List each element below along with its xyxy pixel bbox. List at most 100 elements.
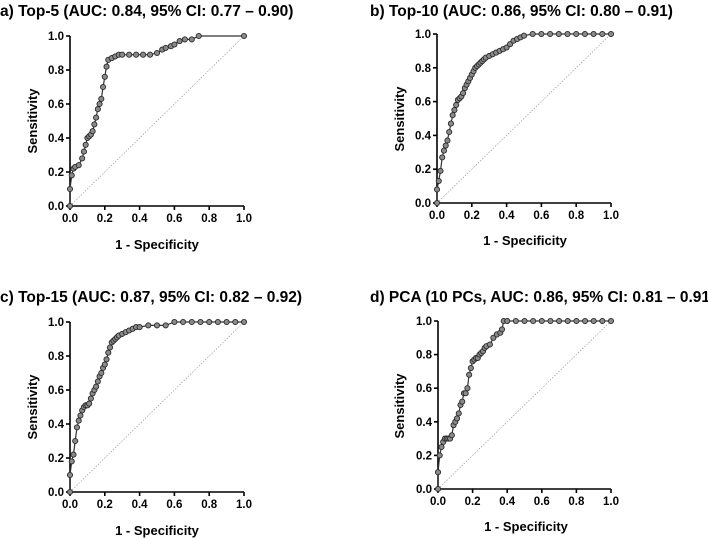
- roc-point: [93, 114, 100, 121]
- panel-a: a) Top-5 (AUC: 0.84, 95% CI: 0.77 – 0.90…: [0, 3, 293, 252]
- roc-point: [436, 452, 443, 459]
- roc-point: [75, 162, 82, 169]
- panel-b-plot: 0.0 0.2 0.4 0.6 0.8 1.0 0.0 0.2 0.4 0.6 0.8 1.0: [415, 29, 619, 222]
- roc-point: [162, 322, 169, 329]
- y-tick-label: 0.6: [48, 99, 64, 111]
- roc-point: [440, 147, 448, 154]
- roc-point: [556, 317, 563, 325]
- roc-point: [153, 322, 161, 329]
- roc-point: [79, 155, 86, 162]
- y-tick-label: 0.4: [416, 417, 433, 429]
- reference-diagonal: [437, 320, 612, 490]
- roc-point: [438, 443, 445, 451]
- roc-point: [180, 318, 187, 326]
- y-tick-label: 1.0: [48, 31, 64, 43]
- roc-point: [188, 318, 195, 326]
- roc-point: [206, 318, 213, 326]
- roc-point: [153, 49, 161, 57]
- roc-point: [145, 322, 152, 329]
- roc-point: [434, 469, 442, 476]
- roc-point: [521, 317, 528, 325]
- y-tick-label: 0.2: [48, 167, 64, 179]
- roc-point: [68, 458, 75, 465]
- roc-point: [448, 432, 455, 439]
- roc-point: [89, 128, 96, 135]
- roc-point: [188, 36, 195, 43]
- roc-point: [459, 398, 466, 405]
- roc-point: [146, 51, 154, 58]
- roc-point: [590, 30, 597, 38]
- roc-point: [599, 317, 606, 325]
- reference-diagonal: [436, 33, 612, 204]
- roc-point: [607, 317, 615, 325]
- x-tick-label: 0.8: [201, 499, 218, 511]
- roc-point: [86, 400, 93, 407]
- roc-point: [101, 361, 108, 368]
- panel-c-title: c) Top-15 (AUC: 0.87, 95% CI: 0.82 – 0.9…: [0, 289, 302, 306]
- roc-point: [72, 437, 79, 445]
- roc-point: [512, 317, 519, 325]
- roc-point: [232, 318, 239, 326]
- x-tick-label: 0.4: [132, 213, 149, 225]
- roc-point: [176, 38, 183, 45]
- roc-point: [464, 385, 471, 392]
- roc-point: [77, 412, 84, 419]
- y-tick-label: 0.0: [416, 484, 432, 496]
- y-tick-label: 0.6: [416, 383, 432, 395]
- roc-point: [455, 410, 462, 417]
- roc-point: [590, 317, 597, 325]
- roc-point: [439, 154, 446, 161]
- roc-point: [547, 317, 554, 325]
- roc-point: [94, 378, 101, 385]
- x-tick-label: 0.6: [166, 499, 182, 511]
- roc-point: [433, 199, 441, 207]
- roc-point: [101, 73, 108, 80]
- roc-point: [444, 137, 451, 144]
- roc-point: [66, 488, 74, 496]
- x-tick-label: 0.8: [568, 496, 585, 508]
- panel-a-plot: 0.0 0.2 0.4 0.6 0.8 1.0 0.0 0.2 0.4 0.6 0.8 1.0: [48, 31, 252, 225]
- roc-point: [447, 120, 454, 127]
- roc-point: [486, 341, 493, 348]
- roc-point: [520, 32, 528, 39]
- y-tick-label: 0.6: [48, 385, 64, 397]
- roc-point: [66, 185, 74, 193]
- roc-point: [91, 121, 98, 128]
- panel-a-ylabel: Sensitivity: [25, 88, 40, 154]
- roc-point: [462, 390, 469, 397]
- roc-point: [573, 30, 580, 38]
- roc-point: [504, 317, 511, 325]
- roc-point: [433, 186, 441, 193]
- x-tick-label: 0.0: [62, 499, 78, 511]
- y-tick-label: 0.2: [415, 164, 431, 176]
- y-tick-label: 0.2: [416, 450, 432, 462]
- roc-point: [75, 417, 82, 424]
- y-tick-label: 0.2: [48, 453, 64, 465]
- roc-point: [181, 36, 188, 43]
- roc-point: [82, 141, 89, 148]
- roc-point: [119, 51, 126, 58]
- roc-point: [66, 202, 74, 210]
- panel-d-plot: 0.0 0.2 0.4 0.6 0.8 1.0 0.0 0.2 0.4 0.6 0.8 1.0: [416, 316, 619, 508]
- x-tick-label: 0.2: [464, 210, 480, 222]
- x-tick-label: 0.4: [499, 210, 516, 222]
- y-tick-label: 1.0: [48, 317, 64, 329]
- roc-point: [214, 318, 221, 326]
- x-tick-label: 0.6: [534, 496, 550, 508]
- panel-d-title: d) PCA (10 PCs, AUC: 0.86, 95% CI: 0.81 …: [370, 289, 708, 306]
- y-tick-label: 0.0: [48, 201, 64, 213]
- roc-point: [530, 317, 537, 325]
- y-tick-label: 0.0: [48, 487, 64, 499]
- y-tick-label: 0.4: [48, 133, 65, 145]
- roc-point: [442, 142, 449, 149]
- x-tick-label: 0.2: [465, 496, 481, 508]
- x-tick-label: 1.0: [236, 499, 252, 511]
- roc-point: [94, 106, 101, 113]
- y-tick-label: 0.4: [415, 130, 432, 142]
- y-tick-label: 0.8: [416, 350, 433, 362]
- roc-point: [98, 95, 105, 102]
- panel-b-xlabel: 1 - Specificity: [483, 233, 568, 248]
- roc-point: [467, 364, 474, 372]
- panel-d-ylabel: Sensitivity: [392, 373, 407, 439]
- panel-c: c) Top-15 (AUC: 0.87, 95% CI: 0.82 – 0.9…: [0, 289, 302, 538]
